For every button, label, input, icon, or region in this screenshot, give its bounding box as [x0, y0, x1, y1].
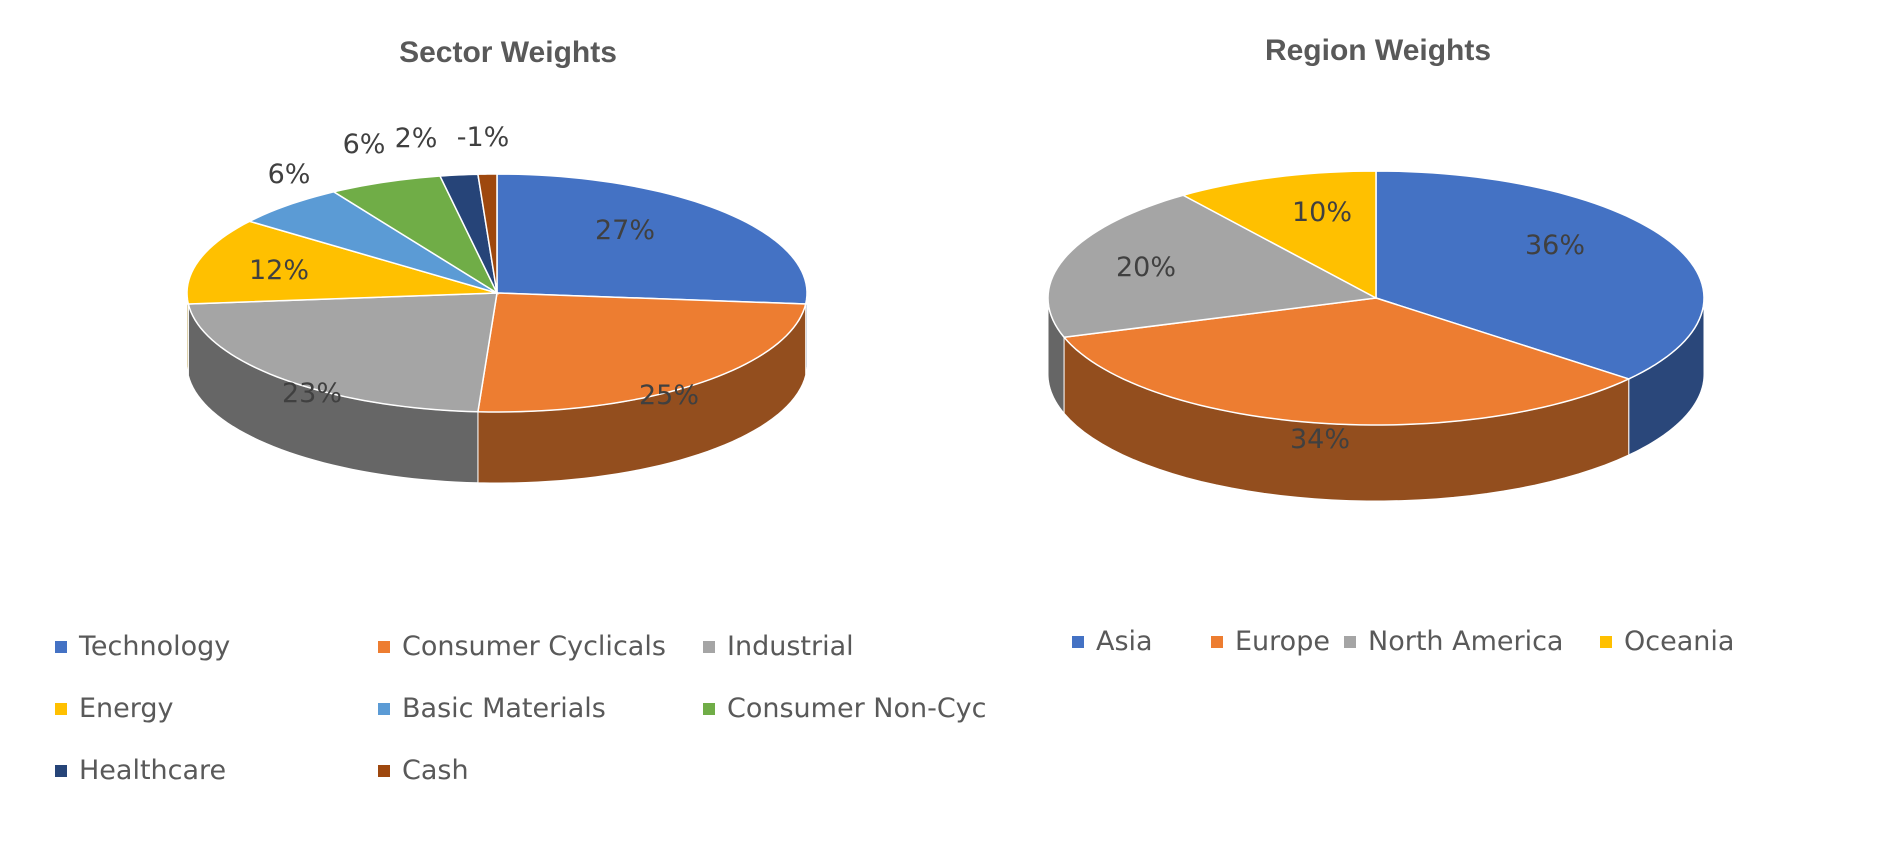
sector-data-label-consumer-non-cyc: 6% [343, 129, 386, 160]
region-chart-title: Region Weights [1265, 34, 1491, 67]
region-slice-oceania [1181, 170, 1377, 300]
region-legend-label-asia: Asia [1096, 626, 1153, 657]
sector-legend-label-consumer-non-cyc: Consumer Non-Cyc [727, 693, 987, 724]
sector-data-label-technology: 27% [595, 215, 655, 246]
region-legend-label-europe: Europe [1235, 626, 1330, 657]
sector-data-label-consumer-cyclicals: 25% [639, 380, 699, 411]
sector-chart-title: Sector Weights [399, 36, 617, 69]
sector-legend: Technology Consumer Cyclicals Industrial En… [55, 631, 987, 786]
sector-data-label-industrial: 23% [282, 378, 342, 409]
sector-legend-swatch-consumer-cyclicals [378, 641, 390, 653]
region-data-label-asia: 36% [1525, 230, 1585, 261]
sector-slice-healthcare [438, 173, 498, 294]
sector-legend-swatch-healthcare [55, 765, 67, 777]
region-slice-europe [1062, 297, 1631, 426]
region-slice-north-america [1047, 194, 1379, 339]
region-pie-chart: 36% 34% 20% 10% [1047, 170, 1705, 502]
sector-legend-label-energy: Energy [79, 693, 174, 724]
sector-slice-cash [477, 173, 498, 294]
sector-pie-chart: 27% 25% 23% 12% 6% 6% 2% -1% [186, 122, 808, 484]
region-legend-swatch-north-america [1344, 636, 1356, 648]
region-data-label-north-america: 20% [1116, 252, 1176, 283]
sector-legend-label-cash: Cash [402, 755, 469, 786]
region-slice-asia [1375, 170, 1705, 380]
sector-legend-swatch-consumer-non-cyc [703, 703, 715, 715]
sector-legend-label-industrial: Industrial [727, 631, 854, 662]
sector-data-label-healthcare: 2% [395, 123, 438, 154]
region-legend-label-oceania: Oceania [1624, 626, 1734, 657]
sector-slice-basic-materials [247, 191, 498, 294]
sector-legend-label-consumer-cyclicals: Consumer Cyclicals [402, 631, 666, 662]
sector-data-label-cash: -1% [457, 122, 510, 153]
sector-legend-label-healthcare: Healthcare [79, 755, 226, 786]
sector-legend-label-technology: Technology [78, 631, 230, 662]
sector-slice-consumer-non-cyc [331, 175, 499, 296]
sector-slice-consumer-cyclicals [477, 292, 807, 413]
sector-legend-swatch-technology [55, 641, 67, 653]
region-data-label-oceania: 10% [1292, 197, 1352, 228]
sector-legend-label-basic-materials: Basic Materials [402, 693, 606, 724]
sector-slice-industrial [187, 292, 498, 413]
region-legend: Asia Europe North America Oceania [1072, 626, 1734, 657]
region-legend-swatch-europe [1211, 636, 1223, 648]
region-data-label-europe: 34% [1290, 424, 1350, 455]
region-legend-swatch-asia [1072, 636, 1084, 648]
sector-legend-swatch-cash [378, 765, 390, 777]
sector-legend-swatch-basic-materials [378, 703, 390, 715]
region-legend-label-north-america: North America [1368, 626, 1563, 657]
sector-legend-swatch-energy [55, 703, 67, 715]
region-legend-swatch-oceania [1600, 636, 1612, 648]
sector-slice-technology [496, 173, 808, 305]
sector-slice-energy [186, 220, 498, 305]
sector-legend-swatch-industrial [703, 641, 715, 653]
sector-data-label-basic-materials: 6% [268, 159, 311, 190]
sector-data-label-energy: 12% [249, 255, 309, 286]
